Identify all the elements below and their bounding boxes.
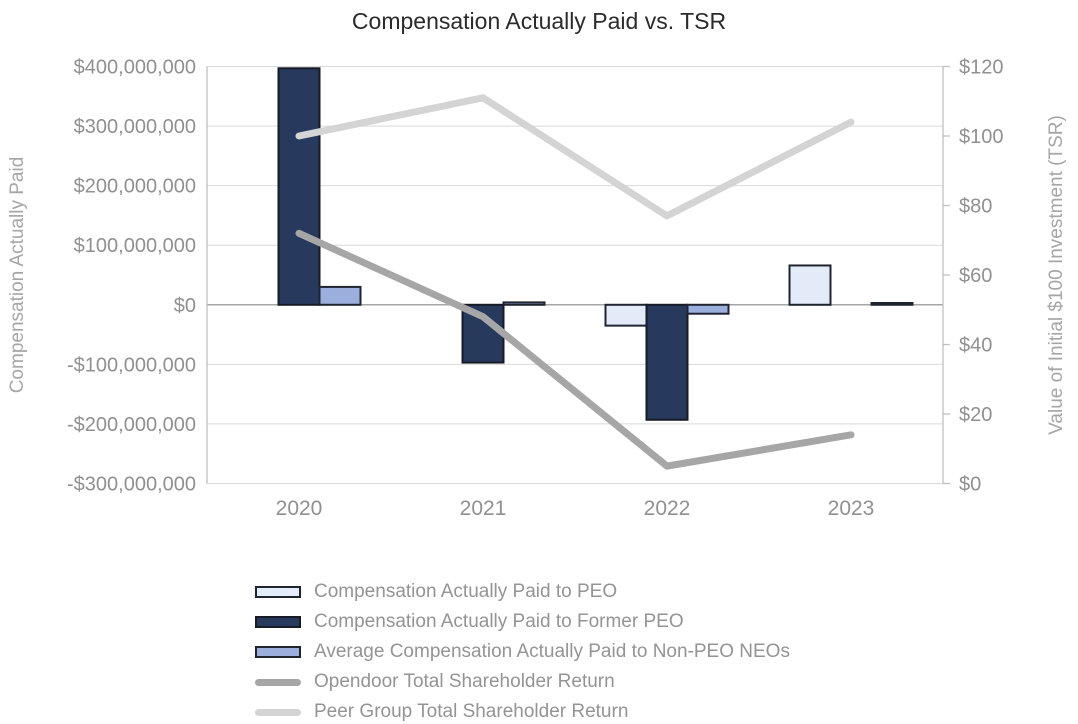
bar — [277, 67, 321, 306]
right-axis-tick-label: $40 — [959, 335, 992, 357]
bar — [604, 303, 648, 327]
left-axis-tick-label: $100,000,000 — [74, 235, 196, 257]
x-axis-category-label: 2023 — [828, 497, 875, 520]
tsr-line — [295, 229, 855, 470]
legend-item: Compensation Actually Paid to PEO — [255, 577, 790, 607]
bar — [788, 264, 832, 306]
bar — [686, 303, 730, 315]
legend-label: Average Compensation Actually Paid to No… — [314, 641, 790, 662]
legend-line-swatch-icon — [255, 708, 301, 716]
right-axis-tick-label: $20 — [959, 404, 992, 426]
legend-label: Opendoor Total Shareholder Return — [314, 671, 615, 692]
left-axis-tick-label: $400,000,000 — [74, 57, 196, 79]
left-axis-tick-label: -$300,000,000 — [67, 474, 196, 496]
bar — [645, 303, 689, 421]
right-axis-tick-label: $0 — [959, 474, 981, 496]
x-axis-category-label: 2021 — [460, 497, 507, 520]
legend-line-swatch-icon — [255, 678, 301, 686]
legend-bar-swatch-icon — [255, 646, 301, 658]
bar — [318, 285, 362, 306]
legend-label: Compensation Actually Paid to PEO — [314, 581, 618, 602]
legend-item: Opendoor Total Shareholder Return — [255, 667, 790, 697]
right-axis-tick-label: $120 — [959, 57, 1004, 79]
right-axis-tick-label: $80 — [959, 196, 992, 218]
left-axis-tick-label: -$200,000,000 — [67, 414, 196, 436]
bar — [870, 301, 914, 306]
tsr-line — [295, 94, 855, 220]
legend-bar-swatch-icon — [255, 586, 301, 598]
legend-item: Peer Group Total Shareholder Return — [255, 697, 790, 724]
legend-item: Compensation Actually Paid to Former PEO — [255, 607, 790, 637]
left-axis-tick-label: -$100,000,000 — [67, 354, 196, 376]
bar — [502, 301, 546, 306]
legend-item: Average Compensation Actually Paid to No… — [255, 637, 790, 667]
right-axis-title: Value of Initial $100 Investment (TSR) — [1046, 115, 1067, 435]
left-axis-tick-label: $200,000,000 — [74, 176, 196, 198]
left-axis-tick-label: $0 — [174, 295, 196, 317]
legend-label: Peer Group Total Shareholder Return — [314, 701, 629, 722]
chart-legend: Compensation Actually Paid to PEO Compens… — [255, 577, 790, 724]
chart-title: Compensation Actually Paid vs. TSR — [351, 8, 727, 34]
legend-bar-swatch-icon — [255, 616, 301, 628]
chart-plot-svg: $400,000,000 $300,000,000 $200,000,000 $100… — [67, 57, 1004, 521]
x-axis-category-label: 2022 — [644, 497, 691, 520]
right-axis-tick-label: $100 — [959, 126, 1004, 148]
left-axis-title: Compensation Actually Paid — [7, 156, 28, 394]
left-axis-tick-label: $300,000,000 — [74, 116, 196, 138]
right-axis-tick-label: $60 — [959, 265, 992, 287]
x-axis-category-label: 2020 — [276, 497, 323, 520]
legend-label: Compensation Actually Paid to Former PEO — [314, 611, 684, 632]
